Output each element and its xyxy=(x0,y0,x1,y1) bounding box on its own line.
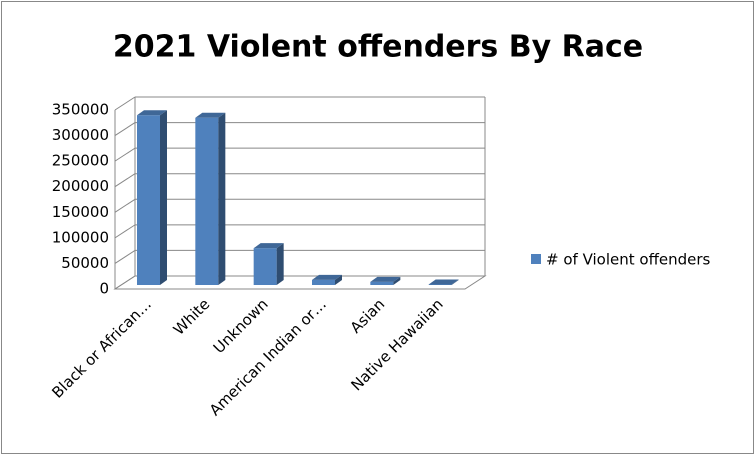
bar-front xyxy=(312,279,335,285)
y-tick-label: 350000 xyxy=(52,101,109,119)
legend-label: # of Violent offenders xyxy=(546,251,711,269)
bar-side xyxy=(451,279,459,285)
bar-top xyxy=(312,274,342,280)
y-tick-label: 100000 xyxy=(52,228,109,246)
bar-top xyxy=(253,243,284,249)
bar xyxy=(370,276,401,285)
chart-title: 2021 Violent offenders By Race xyxy=(113,30,643,65)
bar xyxy=(137,110,167,285)
bar-top xyxy=(195,112,226,118)
grid-line-side xyxy=(114,173,136,188)
y-tick-label: 300000 xyxy=(52,126,109,144)
bar xyxy=(312,274,342,285)
bar-side xyxy=(276,243,284,285)
bar-side xyxy=(393,276,401,285)
y-tick-label: 250000 xyxy=(52,152,109,170)
bar-front xyxy=(137,115,160,285)
legend-swatch xyxy=(531,254,541,264)
grid-line-side xyxy=(114,122,136,136)
bar-side xyxy=(218,112,226,286)
bar-front xyxy=(253,248,277,285)
grid-line-side xyxy=(114,147,136,162)
y-tick-label: 200000 xyxy=(52,177,109,195)
bar-side xyxy=(160,110,167,285)
grid-line-side xyxy=(114,198,136,213)
bar-front xyxy=(428,284,452,285)
grid-line-side xyxy=(114,250,136,264)
bar-top xyxy=(137,110,167,116)
bar-front xyxy=(195,117,219,286)
grid-line-side xyxy=(114,275,136,290)
bar xyxy=(253,243,284,285)
y-tick-label: 0 xyxy=(99,280,109,298)
bar-side xyxy=(335,274,342,285)
bar-front xyxy=(370,281,394,285)
bar xyxy=(195,112,226,286)
grid-line-side xyxy=(114,224,136,239)
y-tick-label: 150000 xyxy=(52,203,109,221)
bar xyxy=(428,279,459,285)
bar-top xyxy=(370,276,401,282)
grid-line-side xyxy=(114,96,136,111)
y-tick-label: 50000 xyxy=(61,254,109,272)
bar-top xyxy=(428,279,459,285)
